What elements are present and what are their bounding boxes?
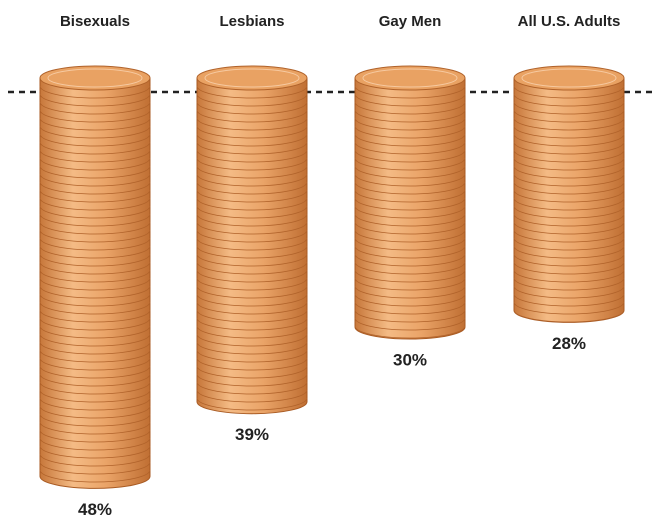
category-label: Bisexuals [60, 13, 130, 30]
coin-stack [40, 66, 150, 488]
coin-stack [355, 66, 465, 339]
coin-stack [514, 66, 624, 322]
stack-body [514, 78, 624, 322]
value-label: 39% [235, 425, 269, 444]
stack-body [40, 78, 150, 488]
coin-top [40, 66, 150, 90]
category-label: All U.S. Adults [518, 13, 621, 30]
coin-top [514, 66, 624, 90]
coin-top [355, 66, 465, 90]
category-label: Lesbians [219, 13, 284, 30]
category-label: Gay Men [379, 13, 442, 30]
chart: Bisexuals 48% Lesbians 39% Gay Men 30% All U.S… [0, 0, 652, 524]
stack-body [197, 78, 307, 414]
value-label: 30% [393, 350, 427, 369]
stack-body [355, 78, 465, 339]
coin-top [197, 66, 307, 90]
value-label: 28% [552, 334, 586, 353]
coin-stack [197, 66, 307, 414]
value-label: 48% [78, 500, 112, 519]
